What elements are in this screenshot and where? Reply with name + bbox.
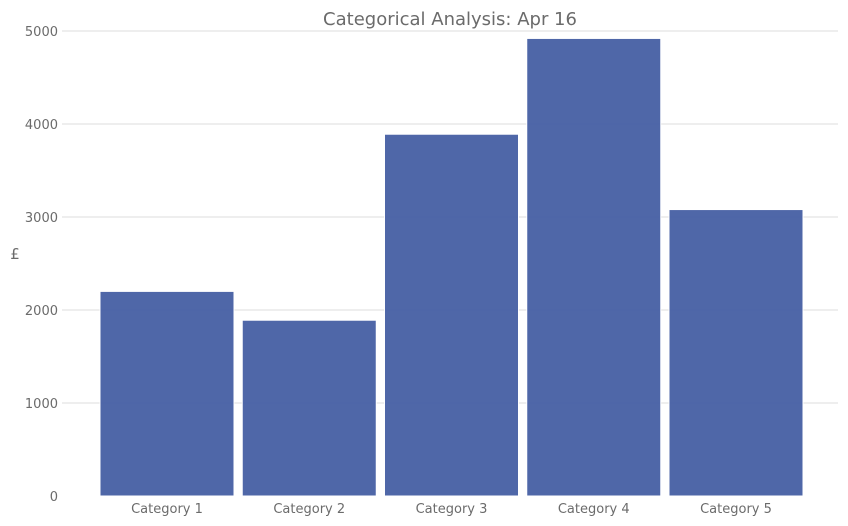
y-tick-label: 1000: [25, 397, 58, 412]
chart-title: Categorical Analysis: Apr 16: [323, 9, 577, 30]
x-tick-label: Category 1: [131, 502, 203, 517]
y-tick-label: 2000: [25, 304, 58, 319]
x-tick-label: Category 3: [416, 502, 488, 517]
x-axis-ticks: Category 1 Category 2 Category 3 Category 4…: [131, 502, 772, 517]
bar: [384, 133, 519, 497]
y-axis-ticks: 0 1000 2000 3000 4000 5000: [25, 25, 58, 505]
bar: [241, 319, 377, 497]
x-tick-label: Category 4: [558, 502, 630, 517]
bar: [668, 209, 804, 497]
y-tick-label: 3000: [25, 211, 58, 226]
bar: [99, 290, 235, 497]
x-tick-label: Category 5: [700, 502, 772, 517]
x-tick-label: Category 2: [273, 502, 345, 517]
bar: [526, 37, 662, 497]
y-tick-label: 4000: [25, 118, 58, 133]
bars: [99, 37, 804, 497]
y-tick-label: 0: [50, 490, 58, 505]
y-axis-label: £: [10, 245, 20, 263]
y-tick-label: 5000: [25, 25, 58, 40]
